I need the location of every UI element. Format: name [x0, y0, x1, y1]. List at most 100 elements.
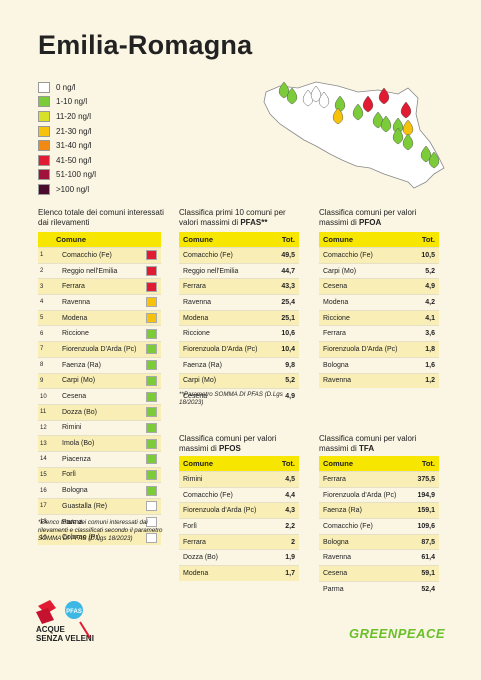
comune-cell: Dozza (Bo) — [58, 403, 142, 421]
value-cell: 1,2 — [414, 372, 439, 389]
rank-cell: 16 — [38, 482, 58, 499]
comune-cell: Modena — [179, 565, 275, 581]
table-row: Riccione 4,1 — [319, 309, 439, 326]
level-swatch — [146, 517, 157, 528]
legend-label: 0 ng/l — [56, 82, 76, 92]
pfoa-title-pre: Classifica comuni per valori massimi di — [319, 208, 417, 227]
table-row: Ravenna 1,2 — [319, 372, 439, 389]
sampling-drop-icon — [318, 91, 330, 109]
level-swatch — [146, 454, 157, 465]
level-swatch — [146, 281, 157, 292]
table-row: Bologna 87,5 — [319, 533, 439, 550]
table-row: 18 Parma — [38, 513, 161, 530]
sampling-drop-icon — [378, 87, 390, 105]
logo-splash-2 — [36, 608, 54, 624]
pfos-title: Classifica comuni per valori massimi di … — [179, 434, 304, 454]
pfos-col-comune: Comune — [179, 456, 275, 472]
all-list-header: Comune — [38, 232, 142, 248]
legend-swatch — [38, 169, 50, 181]
legend-label: 51-100 ng/l — [56, 170, 97, 180]
table-row: Comacchio (Fe) 109,6 — [319, 518, 439, 535]
value-cell: 4,3 — [274, 502, 299, 519]
tfa-col-comune: Comune — [319, 456, 411, 472]
rank-cell: 13 — [38, 435, 58, 452]
comune-cell: Comacchio (Fe) — [58, 247, 142, 264]
level-swatch — [146, 407, 157, 418]
comune-cell: Cesena — [319, 278, 415, 295]
value-cell: 52,4 — [410, 580, 439, 597]
tfa-col-tot: Tot. — [410, 456, 439, 472]
value-cell: 1,9 — [274, 549, 299, 566]
comune-cell: Faenza (Ra) — [179, 356, 275, 373]
level-cell — [141, 388, 161, 405]
value-cell: 2,2 — [274, 518, 299, 535]
greenpeace-logo: GREENPEACE — [349, 626, 446, 641]
table-row: Fiorenzuola d'Arda (Pc) 4,3 — [179, 502, 299, 519]
rank-cell: 5 — [38, 309, 58, 326]
value-cell: 87,5 — [410, 533, 439, 550]
legend-label: 1-10 ng/l — [56, 97, 88, 107]
value-cell: 1,6 — [414, 356, 439, 373]
comune-cell: Rimini — [58, 419, 142, 436]
comune-cell: Forlì — [179, 518, 275, 535]
pfos-title-pre: Classifica comuni per valori massimi di — [179, 434, 277, 453]
sampling-drop-icon — [362, 95, 374, 113]
comune-cell: Fiorenzuola D'Arda (Pc) — [179, 341, 275, 358]
value-cell: 25,1 — [274, 309, 299, 326]
level-cell — [141, 372, 161, 389]
all-list-table: Comune 1 Comacchio (Fe) 2 Reggio nell'Emili… — [38, 232, 161, 546]
value-cell: 109,6 — [410, 518, 439, 535]
pfas-title-pre: Classifica primi 10 comuni per valori ma… — [179, 208, 286, 227]
rank-cell: 3 — [38, 278, 58, 295]
table-row: Fiorenzuola d'Arda (Pc) 194,9 — [319, 486, 439, 503]
rank-cell: 10 — [38, 388, 58, 405]
region-map — [263, 81, 445, 189]
table-row: Modena 1,7 — [179, 565, 299, 581]
table-row: Rimini 4,5 — [179, 471, 299, 488]
comune-cell: Imola (Bo) — [58, 435, 142, 452]
level-cell — [141, 498, 161, 515]
comune-cell: Ferrara — [319, 471, 411, 488]
comune-cell: Fiorenzuola d'Arda (Pc) — [319, 486, 411, 503]
legend-swatch — [38, 110, 50, 122]
comune-cell: Forlì — [58, 466, 142, 483]
pfoa-title: Classifica comuni per valori massimi di … — [319, 208, 444, 228]
level-cell — [141, 419, 161, 436]
sampling-drop-icon — [402, 133, 414, 151]
sampling-drop-icon — [278, 81, 290, 99]
table-row: Forlì 2,2 — [179, 518, 299, 535]
table-row: 6 Riccione — [38, 325, 161, 342]
comune-cell: Parma — [58, 513, 142, 530]
tfa-title: Classifica comuni per valori massimi di … — [319, 434, 444, 454]
comune-cell: Fiorenzuola d'Arda (Pc) — [179, 502, 275, 519]
table-row: Faenza (Ra) 159,1 — [319, 502, 439, 519]
comune-cell: Piacenza — [58, 450, 142, 468]
pfas-col-tot: Tot. — [274, 232, 299, 248]
table-row: Modena 4,2 — [319, 294, 439, 311]
level-cell — [141, 309, 161, 326]
comune-cell: Cesena — [58, 388, 142, 405]
rank-cell: 9 — [38, 372, 58, 389]
value-cell: 10,4 — [274, 341, 299, 358]
rank-cell: 7 — [38, 341, 58, 358]
legend-item: 41-50 ng/l — [38, 153, 96, 168]
table-row: Ravenna 25,4 — [179, 294, 299, 311]
pfos-table: Comune Tot. Rimini 4,5 Comacchio (Fe) 4,4 Fio… — [179, 456, 299, 581]
comune-cell: Fiorenzuola D'Arda (Pc) — [319, 341, 415, 358]
level-swatch — [146, 469, 157, 480]
table-row: Fiorenzuola D'Arda (Pc) 1,8 — [319, 341, 439, 358]
comune-cell: Riccione — [58, 325, 142, 342]
level-cell — [141, 435, 161, 452]
table-row: Carpi (Mo) 5,2 — [319, 262, 439, 279]
table-row: Carpi (Mo) 5,2 — [179, 372, 299, 389]
rank-cell: 8 — [38, 356, 58, 373]
legend-label: 31-40 ng/l — [56, 141, 92, 151]
comune-cell: Modena — [58, 309, 142, 326]
region-outline — [263, 81, 445, 189]
table-row: Ferrara 3,6 — [319, 325, 439, 342]
comune-cell: Ravenna — [319, 549, 411, 566]
legend: 0 ng/l 1-10 ng/l 11-20 ng/l 21-30 ng/l 31-40… — [38, 80, 96, 197]
level-cell — [141, 356, 161, 373]
value-cell: 194,9 — [410, 486, 439, 503]
comune-cell: Ferrara — [179, 533, 275, 550]
